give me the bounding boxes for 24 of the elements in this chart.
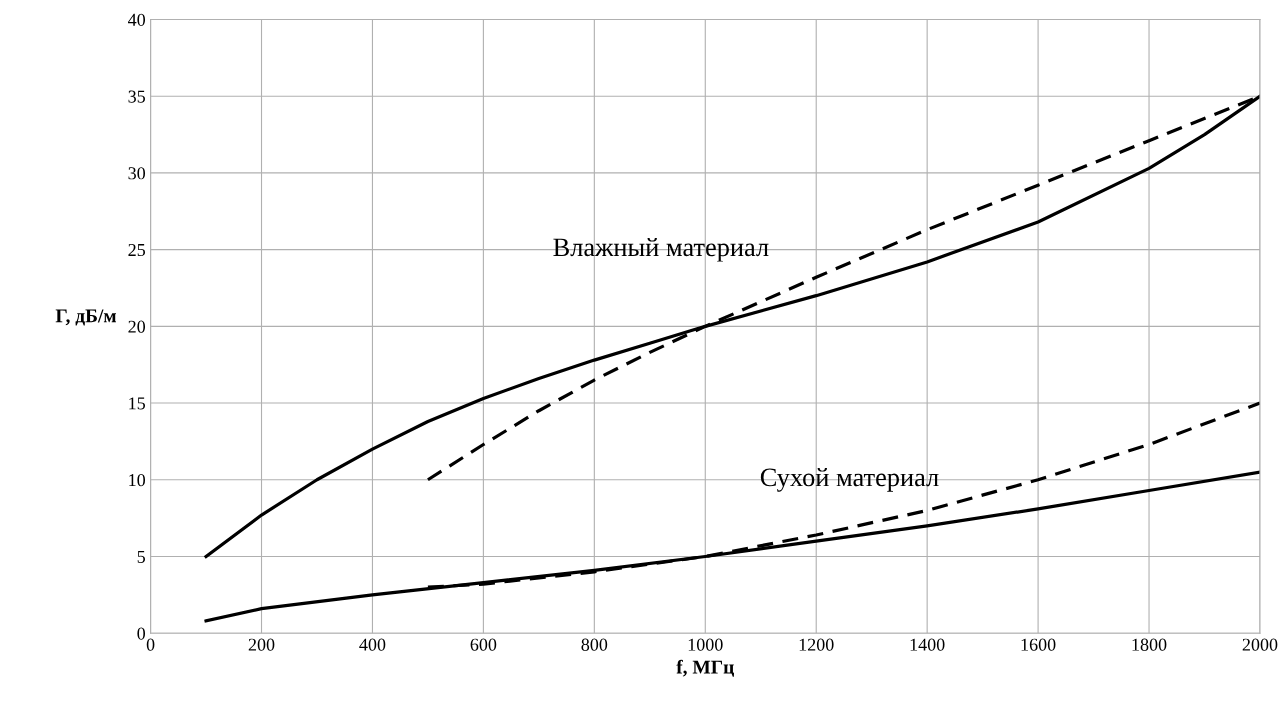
y-tick-label: 15 xyxy=(129,397,146,410)
x-tick-label: 200 xyxy=(248,638,275,651)
annotation: Влажный материал xyxy=(553,237,769,262)
x-tick-label: 1400 xyxy=(910,638,945,651)
x-tick-label: 1200 xyxy=(799,638,834,651)
y-tick-label: 25 xyxy=(128,243,146,257)
x-tick-label: 1000 xyxy=(688,638,723,651)
y-tick-label: 40 xyxy=(128,13,146,26)
y-tick-label: 20 xyxy=(128,320,146,333)
y-tick-label: 30 xyxy=(128,167,146,180)
y-tick-label: 0 xyxy=(137,627,146,640)
x-tick-label: 1800 xyxy=(1132,638,1167,651)
x-tick-label: 0 xyxy=(146,638,155,651)
x-axis-title: f, МГц xyxy=(676,659,735,677)
x-tick-label: 1600 xyxy=(1021,638,1056,651)
annotation: Сухой материал xyxy=(760,467,939,492)
x-tick-label: 2000 xyxy=(1242,638,1278,651)
y-tick-label: 5 xyxy=(137,550,146,563)
y-tick-label: 10 xyxy=(129,474,146,487)
x-tick-label: 400 xyxy=(359,638,386,651)
x-tick-label: 800 xyxy=(581,638,608,651)
y-axis-title: Г, дБ/м xyxy=(55,309,117,326)
x-tick-label: 600 xyxy=(470,638,497,651)
y-tick-label: 35 xyxy=(128,90,146,103)
